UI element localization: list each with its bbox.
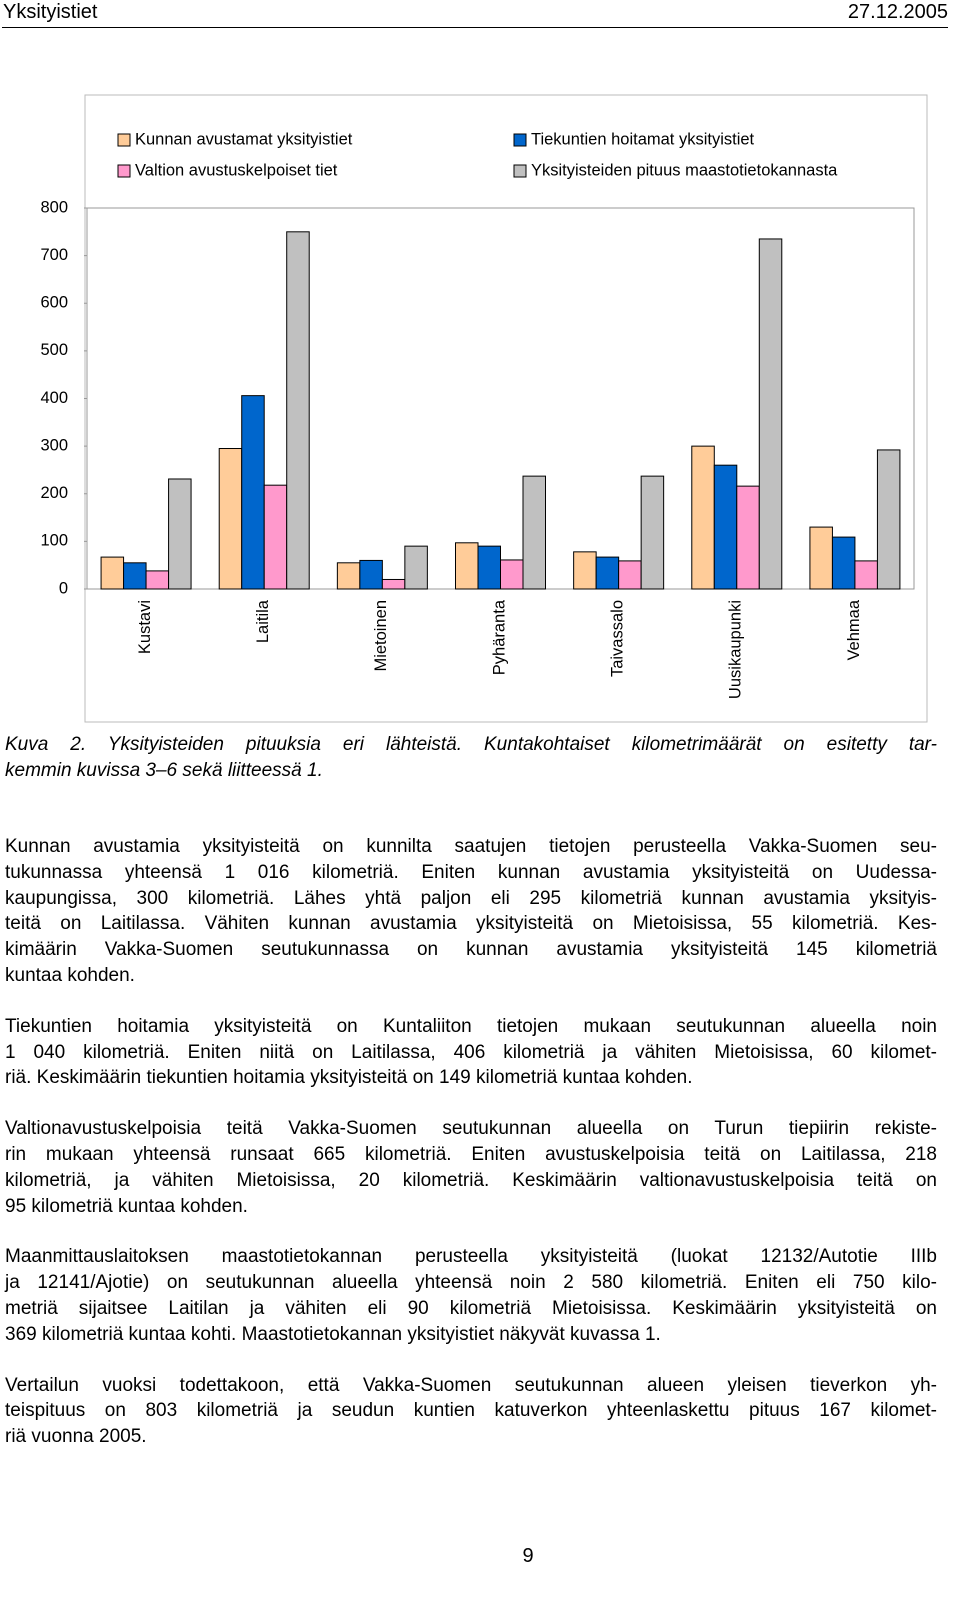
bar xyxy=(336,562,361,590)
y-tick-label: 100 xyxy=(40,532,68,550)
legend-swatch xyxy=(513,164,527,178)
y-tick-label: 300 xyxy=(40,436,68,454)
bar xyxy=(809,526,833,590)
bar xyxy=(168,478,192,590)
text-line: 1 040 kilometriä. Eniten niitä on Laitil… xyxy=(5,1041,937,1063)
text-line: Maanmittauslaitoksen maastotietokannan p… xyxy=(5,1246,937,1268)
text-line: tukunnassa yhteensä 1 016 kilometriä. En… xyxy=(5,861,937,883)
bar xyxy=(500,559,524,590)
body-text: Kunnan avustamia yksityisteitä on kunnil… xyxy=(5,834,937,1475)
header-rule xyxy=(2,27,948,28)
bar xyxy=(758,238,783,590)
header-title: Yksityistiet xyxy=(3,1,98,23)
text-line: kaupungissa, 300 kilometriä. Lähes yhtä … xyxy=(5,887,937,909)
legend-swatch xyxy=(117,133,131,147)
paragraph: Tiekuntien hoitamia yksityisteitä on Kun… xyxy=(5,1014,937,1091)
caption-line: kemmin kuvissa 3–6 sekä liitteessä 1. xyxy=(5,759,323,781)
text-line: Valtionavustuskelpoisia teitä Vakka-Suom… xyxy=(5,1118,937,1140)
paragraph: Maanmittauslaitoksen maastotietokannan p… xyxy=(5,1244,937,1347)
bar xyxy=(241,395,265,590)
bar xyxy=(876,449,901,590)
bar xyxy=(359,559,383,590)
text-line: riä vuonna 2005. xyxy=(5,1426,147,1448)
bar xyxy=(123,562,147,590)
legend-swatch xyxy=(117,164,131,178)
text-line: kuntaa kohden. xyxy=(5,964,135,986)
x-tick-label: Vehmaa xyxy=(845,599,863,660)
bar xyxy=(404,545,428,590)
text-line: 95 kilometriä kuntaa kohden. xyxy=(5,1195,248,1217)
caption-line: Kuva 2. Yksityisteiden pituuksia eri läh… xyxy=(5,734,937,755)
legend-label: Valtion avustuskelpoiset tiet xyxy=(135,161,338,179)
x-tick-label: Laitila xyxy=(254,599,272,643)
bar xyxy=(381,578,406,590)
bar xyxy=(477,545,501,590)
caption: Kuva 2. Yksityisteiden pituuksia eri läh… xyxy=(5,732,937,784)
x-tick-label: Taivassalo xyxy=(609,600,627,677)
y-tick-label: 700 xyxy=(40,246,68,264)
bar xyxy=(522,475,546,590)
text-line: Vertailun vuoksi todettakoon, että Vakka… xyxy=(5,1374,937,1396)
bar xyxy=(218,448,243,590)
x-tick-label: Uusikaupunki xyxy=(727,600,745,699)
text-line: kilometriä, ja vähiten Mietoisissa, 20 k… xyxy=(5,1169,937,1191)
y-tick-label: 400 xyxy=(40,389,68,407)
bar xyxy=(145,570,170,590)
paragraph: Vertailun vuoksi todettakoon, että Vakka… xyxy=(5,1373,937,1450)
x-tick-label: Mietoinen xyxy=(372,600,390,672)
bar xyxy=(263,484,288,590)
y-tick-label: 500 xyxy=(40,341,68,359)
text-line: teispituus on 803 kilometriä ja seudun k… xyxy=(5,1400,937,1422)
chart-border xyxy=(84,94,928,723)
bar xyxy=(831,536,856,590)
text-line: teitä on Laitilassa. Vähiten kunnan avus… xyxy=(5,913,937,935)
y-tick-label: 0 xyxy=(59,579,68,597)
legend-label: Tiekuntien hoitamat yksityistiet xyxy=(531,130,755,148)
bar xyxy=(455,542,479,590)
bar xyxy=(736,485,760,590)
text-line: 369 kilometriä kuntaa kohti. Maastotieto… xyxy=(5,1323,661,1345)
x-tick-label: Kustavi xyxy=(136,600,154,654)
page-number: 9 xyxy=(522,1545,534,1567)
text-line: rin mukaan yhteensä runsaat 665 kilometr… xyxy=(5,1143,937,1165)
chart: 0 100 200 300 400 500 600 700 800 Kunnan avustama… xyxy=(40,94,928,723)
bar xyxy=(618,560,642,590)
header-date: 27.12.2005 xyxy=(847,1,948,23)
legend-label: Yksityisteiden pituus maastotietokannast… xyxy=(531,161,838,179)
bar xyxy=(286,231,310,590)
bar xyxy=(595,556,620,590)
legend-swatch xyxy=(513,133,527,147)
text-line: kimäärin Vakka-Suomen seutukunnassa on k… xyxy=(5,939,937,961)
text-line: ja 12141/Ajotie) on seutukunnan alueella… xyxy=(5,1272,937,1294)
text-line: Kunnan avustamia yksityisteitä on kunnil… xyxy=(5,836,937,857)
text-line: Tiekuntien hoitamia yksityisteitä on Kun… xyxy=(5,1015,937,1037)
bar xyxy=(691,445,715,590)
bar xyxy=(100,556,125,590)
text-line: riä. Keskimäärin tiekuntien hoitamia yks… xyxy=(5,1067,693,1089)
y-tick-label: 600 xyxy=(40,294,68,312)
x-tick-label: Pyhäranta xyxy=(490,599,508,675)
paragraph: Valtionavustuskelpoisia teitä Vakka-Suom… xyxy=(5,1116,937,1219)
bar xyxy=(573,551,597,590)
bar xyxy=(854,560,878,590)
text-line: metriä sijaitsee Laitilan ja vähiten eli… xyxy=(5,1297,937,1319)
bar xyxy=(713,464,738,590)
y-tick-label: 200 xyxy=(40,484,68,502)
legend-label: Kunnan avustamat yksityistiet xyxy=(135,130,353,148)
plot-frame xyxy=(86,207,915,590)
bar xyxy=(640,475,665,590)
y-tick-label: 800 xyxy=(40,198,68,216)
paragraph: Kunnan avustamia yksityisteitä on kunnil… xyxy=(5,834,937,989)
